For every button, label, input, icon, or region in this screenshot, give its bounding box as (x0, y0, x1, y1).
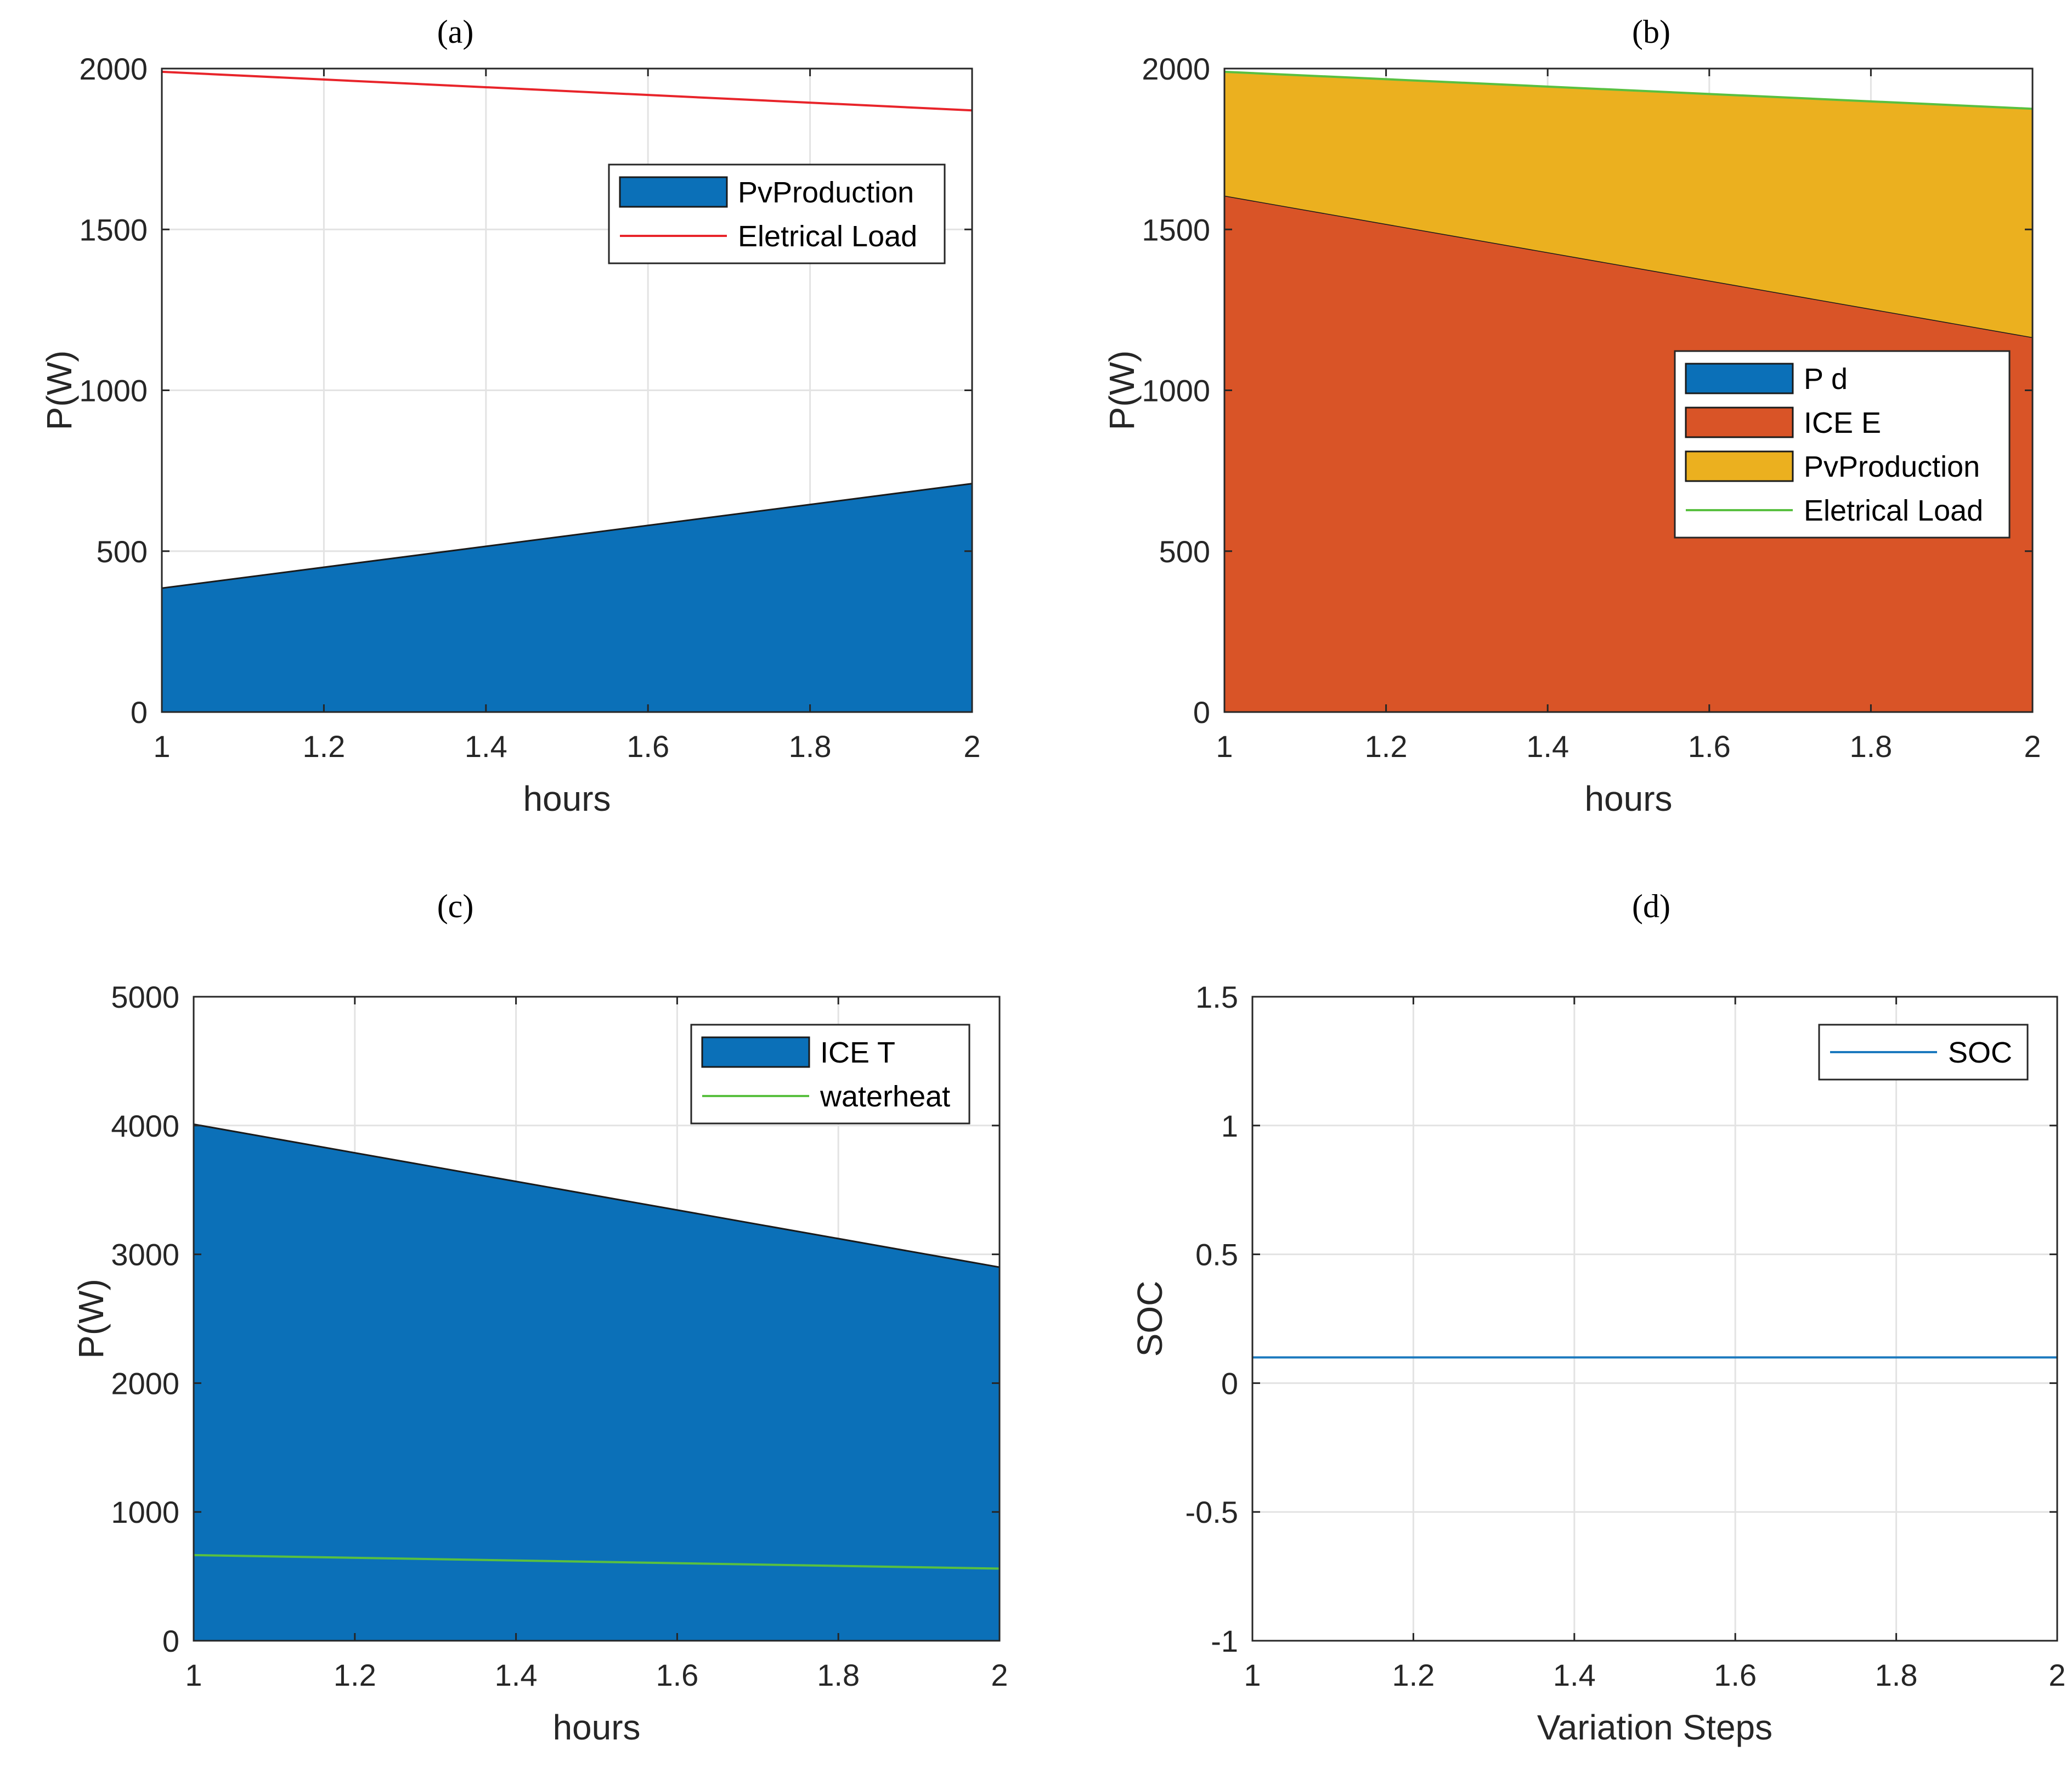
x-tick-label: 1.2 (302, 729, 345, 764)
x-axis-label: hours (552, 1708, 640, 1747)
legend: SOC (1818, 1024, 2029, 1081)
x-tick-label: 1.2 (1365, 729, 1408, 764)
legend-swatch-ice-t (701, 1036, 810, 1068)
x-tick-label: 1.4 (1526, 729, 1569, 764)
legend-label: Eletrical Load (738, 220, 917, 253)
x-tick-label: 1.8 (817, 1658, 860, 1692)
x-tick-label: 1.6 (656, 1658, 698, 1692)
x-tick-label: 1.2 (1392, 1658, 1435, 1692)
area-ice-e (1224, 195, 2033, 713)
x-tick-label: 1.8 (789, 729, 832, 764)
x-tick-label: 1.4 (465, 729, 507, 764)
area-pvproduction (162, 483, 972, 712)
x-tick-label: 1.4 (495, 1658, 538, 1692)
y-tick-label: 2000 (111, 1366, 179, 1400)
y-tick-label: 3000 (111, 1238, 179, 1272)
y-axis-label: SOC (1130, 1281, 1170, 1357)
legend-label: ICE E (1804, 406, 1881, 439)
legend-swatch-pvproduction (1685, 450, 1794, 482)
area-pvproduction (1224, 71, 2033, 337)
axes-box (193, 996, 1001, 1642)
x-tick-label: 1.6 (1688, 729, 1731, 764)
y-tick-label: 1000 (79, 374, 148, 408)
legend-label: waterheat (820, 1080, 950, 1113)
x-tick-label: 1 (153, 729, 170, 764)
legend-swatch-ice-e (1685, 406, 1794, 438)
x-tick-label: 1.6 (1714, 1658, 1757, 1692)
area-ice-t (194, 1124, 1000, 1641)
x-tick-label: 1 (185, 1658, 202, 1692)
chart-a: (a) 1 1.2 1.4 1.6 1.8 2 0 500 1000 1500 2000 hours P(… (39, 14, 981, 818)
y-axis-label: P(W) (1102, 351, 1142, 431)
area-edge (193, 1123, 1000, 1268)
x-tick-label: 1.4 (1553, 1658, 1596, 1692)
y-tick-label: 2000 (1142, 52, 1210, 86)
y-tick-label: 1.5 (1195, 980, 1238, 1014)
y-tick-label: 500 (1159, 534, 1210, 569)
legend-label: SOC (1948, 1036, 2012, 1069)
y-tick-label: 0 (131, 695, 148, 730)
y-tick-label: 1000 (1142, 374, 1210, 408)
x-axis-label: Variation Steps (1537, 1708, 1772, 1747)
x-tick-label: 2 (2024, 729, 2041, 764)
area-edge (161, 483, 973, 589)
y-axis-label: P(W) (71, 1279, 111, 1359)
axes-box (1251, 996, 2058, 1642)
x-tick-label: 1.2 (334, 1658, 376, 1692)
legend: PvProduction Eletrical Load (608, 163, 946, 264)
x-tick-label: 1.8 (1875, 1658, 1918, 1692)
legend-swatch-p-d (1685, 363, 1794, 394)
chart-b: (b) 1 1.2 1.4 1.6 1.8 2 0 500 1000 1500 2000 hours P(… (1102, 14, 2041, 818)
x-tick-label: 2 (991, 1658, 1008, 1692)
y-tick-label: 1 (1221, 1109, 1238, 1143)
legend: ICE T waterheat (690, 1024, 970, 1125)
line-eletrical-load (1224, 70, 2033, 110)
legend-label: PvProduction (738, 176, 914, 209)
y-tick-label: 0.5 (1195, 1238, 1238, 1272)
y-tick-label: -1 (1211, 1624, 1238, 1658)
y-tick-label: 1500 (1142, 212, 1210, 247)
y-tick-label: 0 (1193, 695, 1210, 730)
y-tick-label: 2000 (79, 52, 148, 86)
y-tick-label: 4000 (111, 1109, 179, 1143)
y-tick-label: -0.5 (1185, 1495, 1239, 1529)
x-tick-label: 1.6 (626, 729, 669, 764)
legend-label: Eletrical Load (1804, 494, 1983, 527)
panel-label-d: (d) (1632, 888, 1670, 924)
y-tick-label: 1500 (79, 212, 148, 247)
line-eletrical-load (161, 70, 973, 112)
y-tick-label: 1000 (111, 1495, 179, 1529)
legend-label: PvProduction (1804, 450, 1980, 483)
y-axis-label: P(W) (39, 351, 79, 431)
panel-label-b: (b) (1632, 14, 1670, 50)
x-tick-label: 2 (2048, 1658, 2065, 1692)
chart-c: (c) 1 1.2 1.4 1.6 1.8 2 0 1000 2000 3000 4000 5000 ho… (71, 888, 1008, 1747)
y-tick-label: 0 (162, 1624, 179, 1658)
x-axis-label: hours (1584, 779, 1672, 818)
legend-label: P d (1804, 363, 1848, 396)
y-tick-label: 5000 (111, 980, 179, 1014)
chart-d: (d) 1 1.2 1.4 1.6 1.8 2 -1 -0.5 0 0.5 1 1.5 Variation… (1130, 888, 2066, 1747)
x-tick-label: 1.8 (1849, 729, 1892, 764)
x-axis-label: hours (523, 779, 611, 818)
x-tick-label: 1 (1216, 729, 1233, 764)
x-tick-label: 1 (1244, 1658, 1261, 1692)
x-tick-label: 2 (963, 729, 980, 764)
line-waterheat (193, 1554, 1000, 1570)
plot-area (1252, 997, 2057, 1641)
legend-swatch-pvproduction (619, 176, 728, 208)
legend-label: ICE T (820, 1036, 895, 1069)
legend: P d ICE E PvProduction Eletrical Load (1674, 350, 2011, 539)
panel-label-c: (c) (437, 888, 474, 924)
y-tick-label: 0 (1221, 1366, 1238, 1400)
y-tick-label: 500 (97, 534, 148, 569)
panel-label-a: (a) (437, 14, 474, 50)
